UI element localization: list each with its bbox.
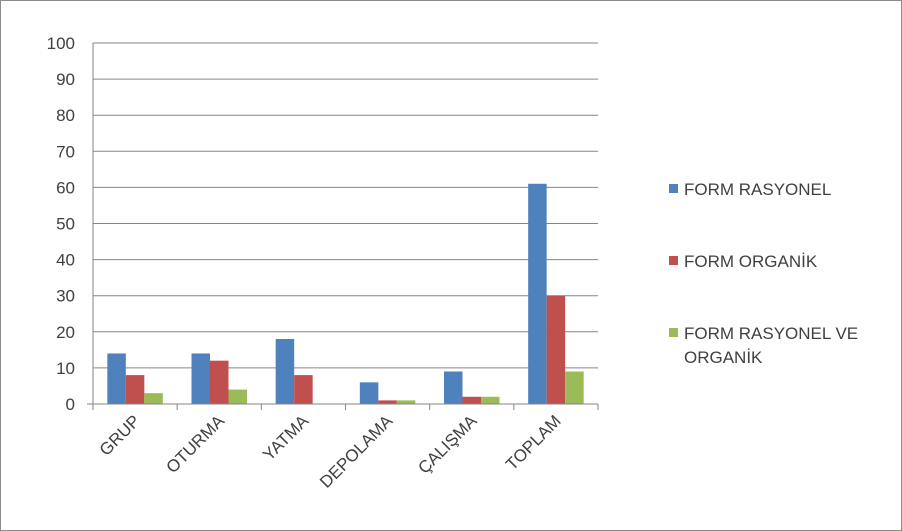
bar bbox=[228, 389, 247, 404]
y-tick-labels: 0 10 20 30 40 50 60 70 80 90 100 bbox=[47, 34, 75, 414]
x-category-label: ÇALIŞMA bbox=[414, 411, 481, 478]
legend-label: FORM ORGANİK bbox=[684, 252, 818, 271]
y-tick-label: 50 bbox=[56, 215, 75, 234]
bar bbox=[481, 396, 500, 404]
legend-swatch bbox=[669, 328, 678, 337]
y-tick-label: 0 bbox=[66, 395, 75, 414]
bar bbox=[528, 183, 547, 404]
bar bbox=[378, 400, 397, 404]
bar bbox=[565, 371, 584, 404]
legend: FORM RASYONEL FORM ORGANİK FORM RASYONEL V… bbox=[669, 180, 858, 367]
x-category-label: TOPLAM bbox=[502, 411, 565, 474]
x-category-label: YATMA bbox=[259, 411, 313, 465]
bar bbox=[294, 375, 313, 404]
bar bbox=[275, 339, 295, 404]
bar bbox=[396, 400, 416, 404]
legend-label: FORM RASYONEL VE bbox=[684, 324, 858, 343]
legend-swatch bbox=[669, 256, 678, 265]
bar bbox=[444, 371, 463, 404]
legend-swatch bbox=[669, 184, 678, 193]
axes bbox=[87, 43, 599, 410]
bar bbox=[546, 295, 566, 404]
legend-label: ORGANİK bbox=[684, 348, 763, 367]
bar bbox=[144, 393, 163, 404]
bar bbox=[359, 382, 379, 404]
y-tick-label: 10 bbox=[56, 359, 75, 378]
x-category-labels: GRUP OTURMA YATMA DEPOLAMA ÇALIŞMA TOPLAM bbox=[96, 411, 565, 492]
y-tick-label: 100 bbox=[47, 34, 75, 53]
y-tick-label: 20 bbox=[56, 323, 75, 342]
bars bbox=[107, 183, 584, 404]
x-category-label: DEPOLAMA bbox=[316, 411, 397, 492]
bar bbox=[125, 375, 145, 404]
gridlines bbox=[93, 42, 598, 369]
x-category-label: GRUP bbox=[96, 411, 144, 459]
bar bbox=[210, 360, 229, 404]
y-tick-label: 90 bbox=[56, 70, 75, 89]
y-tick-label: 80 bbox=[56, 106, 75, 125]
legend-label: FORM RASYONEL bbox=[684, 180, 831, 199]
bar bbox=[462, 396, 481, 404]
bar bbox=[107, 353, 126, 404]
bar bbox=[191, 353, 210, 404]
y-tick-label: 30 bbox=[56, 287, 75, 306]
x-category-label: OTURMA bbox=[163, 411, 229, 477]
y-tick-label: 40 bbox=[56, 251, 75, 270]
y-tick-label: 60 bbox=[56, 178, 75, 197]
y-tick-label: 70 bbox=[56, 142, 75, 161]
